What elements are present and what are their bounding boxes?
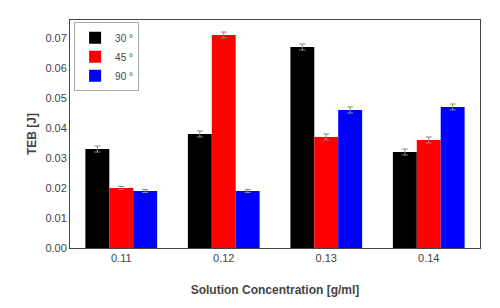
svg-text:90 °: 90 ° (115, 71, 133, 82)
svg-text:Solution Concentration [g/ml]: Solution Concentration [g/ml] (191, 283, 360, 297)
svg-text:TEB [J]: TEB [J] (25, 113, 39, 155)
svg-text:0.07: 0.07 (45, 32, 66, 44)
svg-text:0.12: 0.12 (213, 252, 234, 264)
svg-text:0.04: 0.04 (45, 122, 66, 134)
svg-text:30 °: 30 ° (115, 33, 133, 44)
svg-text:0.13: 0.13 (316, 252, 337, 264)
svg-text:0.03: 0.03 (45, 152, 66, 164)
svg-text:0.00: 0.00 (45, 242, 66, 254)
svg-text:0.05: 0.05 (45, 92, 66, 104)
svg-text:0.14: 0.14 (418, 252, 439, 264)
svg-text:0.06: 0.06 (45, 62, 66, 74)
svg-text:45 °: 45 ° (115, 52, 133, 63)
svg-text:0.02: 0.02 (45, 182, 66, 194)
svg-text:0.11: 0.11 (111, 252, 132, 264)
svg-text:0.01: 0.01 (45, 212, 66, 224)
